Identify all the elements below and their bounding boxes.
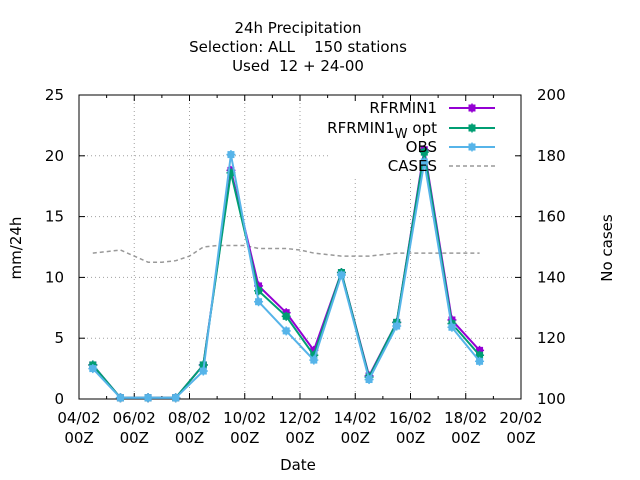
legend-entry-cases: CASES: [388, 157, 495, 175]
data-point-obs: [392, 321, 402, 331]
legend-label: CASES: [388, 157, 437, 175]
legend-swatch-marker: [467, 103, 477, 113]
series-line-cases: [92, 244, 480, 263]
x-tick-label-date: 04/02: [57, 409, 100, 427]
data-point-obs: [281, 326, 291, 336]
x-tick-label-hour: 00Z: [175, 429, 204, 447]
y-tick-label: 15: [45, 208, 64, 226]
title-line-3: Used 12 + 24-00: [232, 57, 364, 75]
y2-axis-label: No cases: [598, 214, 616, 282]
data-point-rfrmin1-w-opt: [281, 311, 291, 321]
y2-tick-label: 180: [537, 147, 566, 165]
data-point-rfrmin1-w-opt: [419, 147, 429, 157]
x-tick-label-date: 20/02: [499, 409, 542, 427]
y2-tick-label: 160: [537, 208, 566, 226]
series-cases: [92, 244, 480, 263]
data-point-obs: [88, 364, 98, 374]
series-rfrmin1-w-opt: [88, 147, 485, 403]
x-tick-label-date: 16/02: [389, 409, 432, 427]
y-tick-label: 5: [54, 329, 64, 347]
data-point-obs: [143, 393, 153, 403]
tick-labels: 04/02 00Z 06/02 00Z 08/02 00Z 10/02 00Z 12/02 00Z…: [45, 86, 566, 447]
x-tick-label-date: 06/02: [113, 409, 156, 427]
data-point-obs: [115, 393, 125, 403]
y2-tick-label: 140: [537, 268, 566, 286]
x-tick-label-hour: 00Z: [396, 429, 425, 447]
x-tick-label-date: 10/02: [223, 409, 266, 427]
legend-swatch-marker: [467, 142, 477, 152]
series-obs: [88, 150, 485, 403]
grid: [79, 95, 521, 399]
data-point-obs: [198, 366, 208, 376]
title-line-2: Selection: ALL 150 stations: [189, 38, 407, 56]
x-tick-label-hour: 00Z: [120, 429, 149, 447]
data-point-obs: [171, 393, 181, 403]
data-point-obs: [336, 270, 346, 280]
x-tick-label-hour: 00Z: [64, 429, 93, 447]
y2-tick-label: 200: [537, 86, 566, 104]
legend-label: OBS: [406, 138, 437, 156]
y-axis-label: mm/24h: [7, 217, 25, 280]
data-point-obs: [364, 375, 374, 385]
series-line-obs: [92, 154, 481, 399]
legend-entry-rfrmin1-w-opt: RFRMIN1W opt: [327, 119, 495, 142]
data-series: [88, 145, 485, 403]
x-tick-label-hour: 00Z: [230, 429, 259, 447]
chart-title: 24h Precipitation Selection: ALL 150 sta…: [189, 19, 407, 75]
x-tick-label-date: 18/02: [444, 409, 487, 427]
legend-label: RFRMIN1: [369, 99, 437, 117]
x-tick-label-hour: 00Z: [341, 429, 370, 447]
data-point-obs: [254, 297, 264, 307]
legend-swatch-marker: [467, 123, 477, 133]
series-rfrmin1: [88, 145, 485, 403]
y-tick-label: 25: [45, 86, 64, 104]
data-point-obs: [419, 157, 429, 167]
series-line-rfrmin1-w-opt: [92, 152, 481, 399]
y-tick-label: 20: [45, 147, 64, 165]
data-point-obs: [226, 150, 236, 160]
data-point-obs: [447, 322, 457, 332]
x-tick-label-hour: 00Z: [506, 429, 535, 447]
x-tick-label-hour: 00Z: [451, 429, 480, 447]
x-tick-label-date: 08/02: [168, 409, 211, 427]
axes: [78, 94, 522, 400]
legend-entry-rfrmin1: RFRMIN1: [369, 99, 495, 117]
x-tick-label-date: 12/02: [278, 409, 321, 427]
y2-tick-label: 120: [537, 329, 566, 347]
title-line-1: 24h Precipitation: [234, 19, 361, 37]
y2-tick-label: 100: [537, 390, 566, 408]
y-tick-label: 10: [45, 268, 64, 286]
data-point-obs: [475, 356, 485, 366]
x-tick-label-date: 14/02: [334, 409, 377, 427]
x-axis-label: Date: [280, 456, 316, 474]
series-line-rfrmin1: [92, 149, 481, 399]
data-point-obs: [309, 355, 319, 365]
legend-entry-obs: OBS: [406, 138, 495, 156]
legend-label: RFRMIN1W opt: [327, 119, 437, 142]
y-tick-label: 0: [54, 390, 64, 408]
x-tick-label-hour: 00Z: [285, 429, 314, 447]
